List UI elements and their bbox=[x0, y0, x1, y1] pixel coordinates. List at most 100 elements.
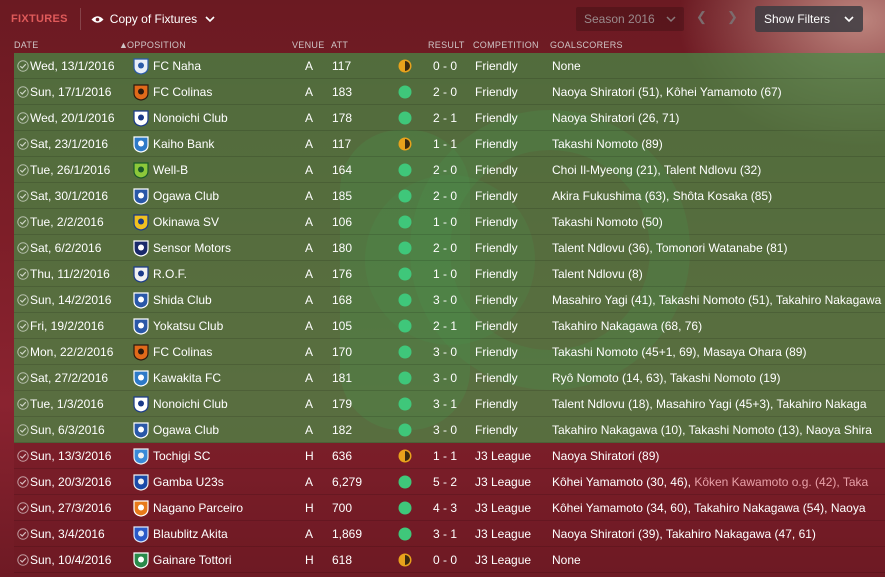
score[interactable]: 1 - 0 bbox=[433, 215, 458, 229]
score[interactable]: 4 - 3 bbox=[433, 501, 458, 515]
score[interactable]: 3 - 1 bbox=[433, 397, 458, 411]
opponent-name[interactable]: R.O.F. bbox=[153, 267, 188, 281]
opponent-name[interactable]: Kaiho Bank bbox=[153, 137, 215, 151]
opponent-name[interactable]: Gainare Tottori bbox=[153, 553, 232, 567]
table-row[interactable]: Sun, 6/3/2016 Ogawa Club A 182 3 - 0 Fri… bbox=[14, 417, 885, 443]
opponent-name[interactable]: Well-B bbox=[153, 163, 189, 177]
opponent-name[interactable]: Tochigi SC bbox=[153, 449, 211, 463]
competition[interactable]: J3 League bbox=[475, 501, 532, 515]
season-selector[interactable]: Season 2016 bbox=[576, 7, 684, 31]
table-row[interactable]: Sun, 3/4/2016 Blaublitz Akita A 1,869 3 … bbox=[14, 521, 885, 547]
competition[interactable]: Friendly bbox=[475, 59, 518, 73]
table-row[interactable]: Sat, 23/1/2016 Kaiho Bank A 117 1 - 1 Fr… bbox=[14, 131, 885, 157]
column-date[interactable]: DATE bbox=[14, 40, 39, 50]
opponent-name[interactable]: Shida Club bbox=[153, 293, 212, 307]
column-goalscorers[interactable]: GOALSCORERS bbox=[550, 40, 623, 50]
check-circle-icon bbox=[17, 476, 29, 488]
opponent-name[interactable]: Okinawa SV bbox=[153, 215, 220, 229]
opponent-name[interactable]: FC Colinas bbox=[153, 85, 213, 99]
chevron-right-icon[interactable]: ❯ bbox=[727, 9, 738, 24]
win-result-icon bbox=[398, 215, 412, 229]
competition[interactable]: Friendly bbox=[475, 111, 518, 125]
competition[interactable]: Friendly bbox=[475, 163, 518, 177]
shield-crest-icon bbox=[133, 318, 149, 335]
score[interactable]: 0 - 0 bbox=[433, 59, 458, 73]
competition[interactable]: Friendly bbox=[475, 189, 518, 203]
competition[interactable]: J3 League bbox=[475, 527, 532, 541]
opponent-name[interactable]: Gamba U23s bbox=[153, 475, 224, 489]
show-filters-button[interactable]: Show Filters bbox=[755, 6, 863, 32]
opponent-name[interactable]: FC Colinas bbox=[153, 345, 213, 359]
column-result[interactable]: RESULT bbox=[428, 40, 465, 50]
score[interactable]: 2 - 0 bbox=[433, 189, 458, 203]
score[interactable]: 3 - 0 bbox=[433, 423, 458, 437]
competition[interactable]: Friendly bbox=[475, 85, 518, 99]
competition[interactable]: Friendly bbox=[475, 397, 518, 411]
competition[interactable]: J3 League bbox=[475, 449, 532, 463]
table-row[interactable]: Sun, 10/4/2016 Gainare Tottori H 618 0 -… bbox=[14, 547, 885, 573]
table-row[interactable]: Wed, 20/1/2016 Nonoichi Club A 178 2 - 1… bbox=[14, 105, 885, 131]
opponent-name[interactable]: Kawakita FC bbox=[153, 371, 222, 385]
table-row[interactable]: Fri, 19/2/2016 Yokatsu Club A 105 2 - 1 … bbox=[14, 313, 885, 339]
score[interactable]: 1 - 1 bbox=[433, 449, 458, 463]
table-row[interactable]: Sun, 14/2/2016 Shida Club A 168 3 - 0 Fr… bbox=[14, 287, 885, 313]
table-row[interactable]: Wed, 13/1/2016 FC Naha A 117 0 - 0 Frien… bbox=[14, 53, 885, 79]
opponent-name[interactable]: Ogawa Club bbox=[153, 423, 220, 437]
competition[interactable]: Friendly bbox=[475, 137, 518, 151]
opponent-name[interactable]: Nonoichi Club bbox=[153, 111, 228, 125]
score[interactable]: 2 - 1 bbox=[433, 111, 458, 125]
table-row[interactable]: Tue, 26/1/2016 Well-B A 164 2 - 0 Friend… bbox=[14, 157, 885, 183]
venue: A bbox=[305, 111, 314, 125]
table-row[interactable]: Tue, 1/3/2016 Nonoichi Club A 179 3 - 1 … bbox=[14, 391, 885, 417]
score[interactable]: 2 - 0 bbox=[433, 241, 458, 255]
score[interactable]: 1 - 1 bbox=[433, 137, 458, 151]
table-row[interactable]: Sat, 27/2/2016 Kawakita FC A 181 3 - 0 F… bbox=[14, 365, 885, 391]
sort-asc-icon: ▲ bbox=[119, 40, 129, 50]
score[interactable]: 2 - 0 bbox=[433, 163, 458, 177]
goalscorers: Akira Fukushima (63), Shôta Kosaka (85) bbox=[552, 189, 885, 203]
competition[interactable]: Friendly bbox=[475, 423, 518, 437]
score[interactable]: 3 - 1 bbox=[433, 527, 458, 541]
score[interactable]: 5 - 2 bbox=[433, 475, 458, 489]
table-row[interactable]: Tue, 2/2/2016 Okinawa SV A 106 1 - 0 Fri… bbox=[14, 209, 885, 235]
attendance: 117 bbox=[332, 59, 352, 73]
opponent-name[interactable]: Yokatsu Club bbox=[153, 319, 224, 333]
competition[interactable]: Friendly bbox=[475, 267, 518, 281]
opponent-name[interactable]: Nonoichi Club bbox=[153, 397, 228, 411]
score[interactable]: 1 - 0 bbox=[433, 267, 458, 281]
competition[interactable]: Friendly bbox=[475, 293, 518, 307]
score[interactable]: 3 - 0 bbox=[433, 293, 458, 307]
opponent-name[interactable]: Sensor Motors bbox=[153, 241, 232, 255]
column-venue[interactable]: VENUE bbox=[292, 40, 325, 50]
competition[interactable]: J3 League bbox=[475, 553, 532, 567]
opponent-name[interactable]: FC Naha bbox=[153, 59, 202, 73]
table-row[interactable]: Sun, 20/3/2016 Gamba U23s A 6,279 5 - 2 … bbox=[14, 469, 885, 495]
opponent-name[interactable]: Ogawa Club bbox=[153, 189, 220, 203]
fixture-date: Tue, 2/2/2016 bbox=[30, 215, 104, 229]
score[interactable]: 2 - 1 bbox=[433, 319, 458, 333]
competition[interactable]: Friendly bbox=[475, 319, 518, 333]
table-row[interactable]: Thu, 11/2/2016 R.O.F. A 176 1 - 0 Friend… bbox=[14, 261, 885, 287]
opponent-name[interactable]: Blaublitz Akita bbox=[153, 527, 228, 541]
table-row[interactable]: Sat, 30/1/2016 Ogawa Club A 185 2 - 0 Fr… bbox=[14, 183, 885, 209]
table-row[interactable]: Sun, 27/3/2016 Nagano Parceiro H 700 4 -… bbox=[14, 495, 885, 521]
view-selector[interactable]: Copy of Fixtures bbox=[91, 12, 215, 26]
score[interactable]: 3 - 0 bbox=[433, 371, 458, 385]
table-row[interactable]: Sun, 13/3/2016 Tochigi SC H 636 1 - 1 J3… bbox=[14, 443, 885, 469]
score[interactable]: 2 - 0 bbox=[433, 85, 458, 99]
table-row[interactable]: Sun, 17/1/2016 FC Colinas A 183 2 - 0 Fr… bbox=[14, 79, 885, 105]
competition[interactable]: Friendly bbox=[475, 241, 518, 255]
competition[interactable]: J3 League bbox=[475, 475, 532, 489]
column-att[interactable]: ATT bbox=[331, 40, 349, 50]
column-opposition[interactable]: OPPOSITION bbox=[127, 40, 187, 50]
table-row[interactable]: Mon, 22/2/2016 FC Colinas A 170 3 - 0 Fr… bbox=[14, 339, 885, 365]
competition[interactable]: Friendly bbox=[475, 371, 518, 385]
column-competition[interactable]: COMPETITION bbox=[473, 40, 539, 50]
competition[interactable]: Friendly bbox=[475, 345, 518, 359]
competition[interactable]: Friendly bbox=[475, 215, 518, 229]
score[interactable]: 0 - 0 bbox=[433, 553, 458, 567]
chevron-left-icon[interactable]: ❮ bbox=[696, 9, 707, 24]
opponent-name[interactable]: Nagano Parceiro bbox=[153, 501, 244, 515]
score[interactable]: 3 - 0 bbox=[433, 345, 458, 359]
table-row[interactable]: Sat, 6/2/2016 Sensor Motors A 180 2 - 0 … bbox=[14, 235, 885, 261]
